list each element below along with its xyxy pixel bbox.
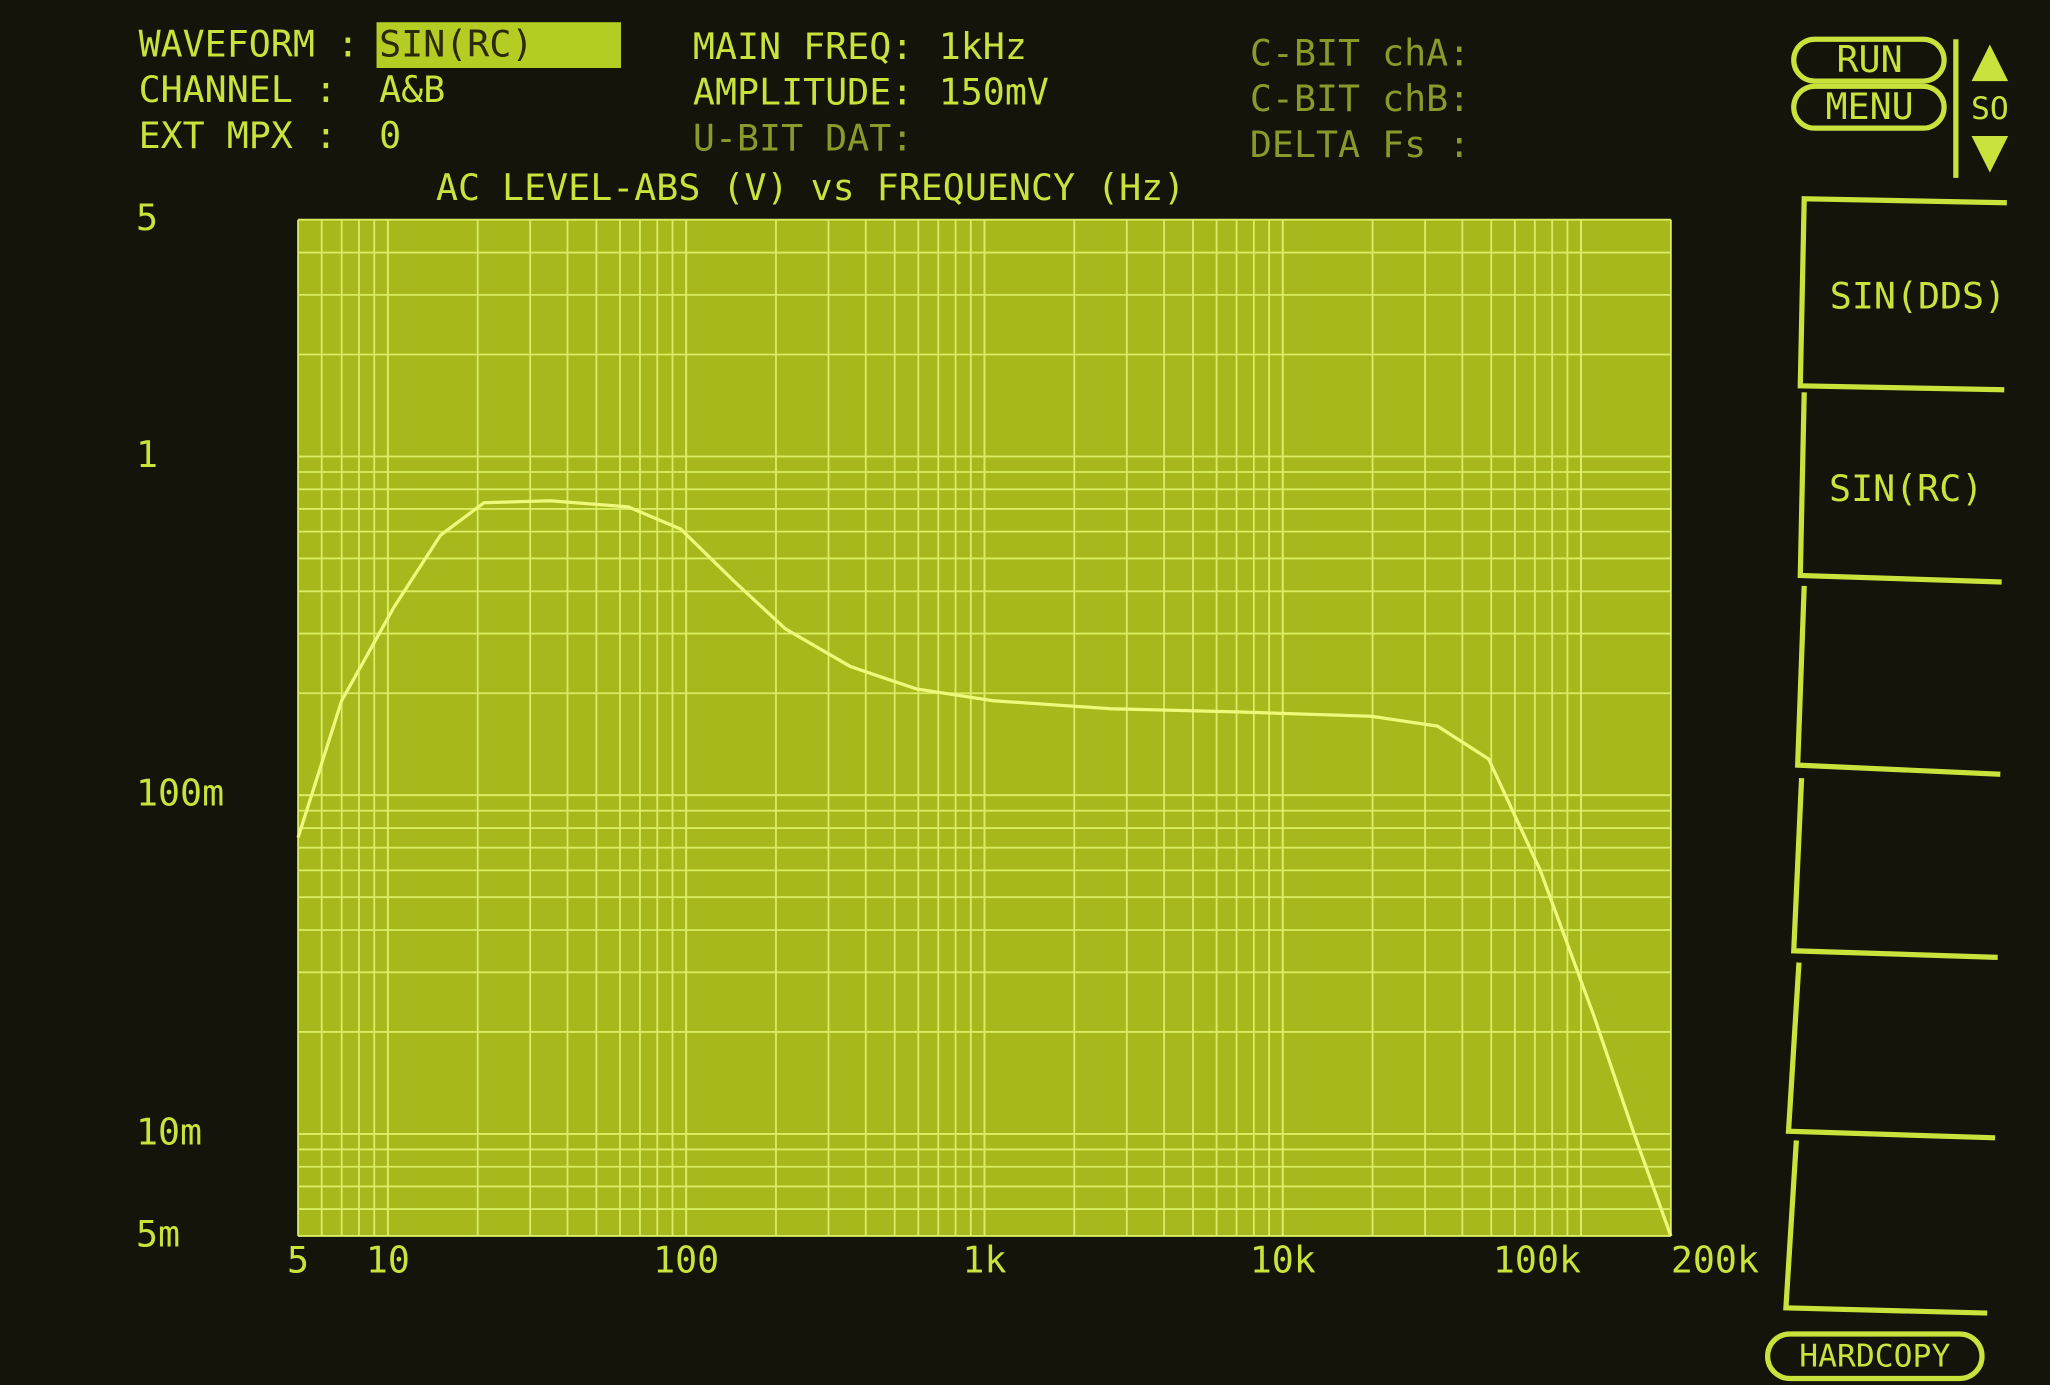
x-tick-label: 100 [653,1239,719,1282]
x-tick-label: 200k [1671,1239,1759,1282]
field-value: 1kHz [939,25,1027,68]
field-label: EXT MPX : [139,114,337,157]
x-tick-label: 100k [1493,1239,1581,1282]
y-tick-label: 10m [136,1110,202,1153]
field-label: C-BIT chA: [1250,31,1470,74]
highlight [376,22,622,69]
field-label: DELTA Fs : [1250,123,1470,166]
field-value: 0 [379,114,401,157]
softkey-label[interactable]: SIN(RC) [1829,467,1983,510]
field-label: AMPLITUDE: [693,71,913,114]
hardcopy-button[interactable] [1764,1331,1985,1382]
y-tick-label: 100m [136,772,224,815]
field-value: 150mV [939,71,1049,114]
field-label: WAVEFORM : [139,22,359,65]
field-label: CHANNEL : [139,68,337,111]
chart-title: AC LEVEL-ABS (V) vs FREQUENCY (Hz) [436,166,1185,209]
softkeys: RUN MENU SO SIN(DDS) SIN(RC) HARDCOPY [1764,36,2009,1382]
x-tick-label: 5 [287,1239,309,1282]
run-button[interactable] [1791,36,1947,84]
header: WAVEFORM : SIN(RC) CHANNEL : A&B EXT MPX… [139,22,1470,166]
side-label: SO [1971,91,2009,127]
x-tick-label: 1k [962,1239,1006,1282]
menu-button[interactable] [1791,83,1947,131]
softkey-label[interactable]: SIN(DDS) [1830,275,2006,318]
run-label[interactable]: RUN [1837,38,1903,81]
menu-label[interactable]: MENU [1826,85,1914,128]
hardcopy-label[interactable]: HARDCOPY [1799,1339,1950,1375]
field-label: U-BIT DAT: [693,116,913,159]
field-label: C-BIT chB: [1250,77,1470,120]
softkey-frames [1783,196,2007,1316]
y-tick-label: 1 [136,433,158,476]
y-tick-label: 5 [136,196,158,239]
line [296,499,1673,1237]
field-label: MAIN FREQ: [693,25,913,68]
scroll-arrows[interactable] [1971,44,2009,173]
y-tick-label: 5m [136,1212,180,1255]
x-tick-label: 10 [366,1239,410,1282]
field-value: SIN(RC) [379,22,533,65]
x-tick-label: 10k [1250,1239,1316,1282]
field-value: A&B [379,68,445,111]
